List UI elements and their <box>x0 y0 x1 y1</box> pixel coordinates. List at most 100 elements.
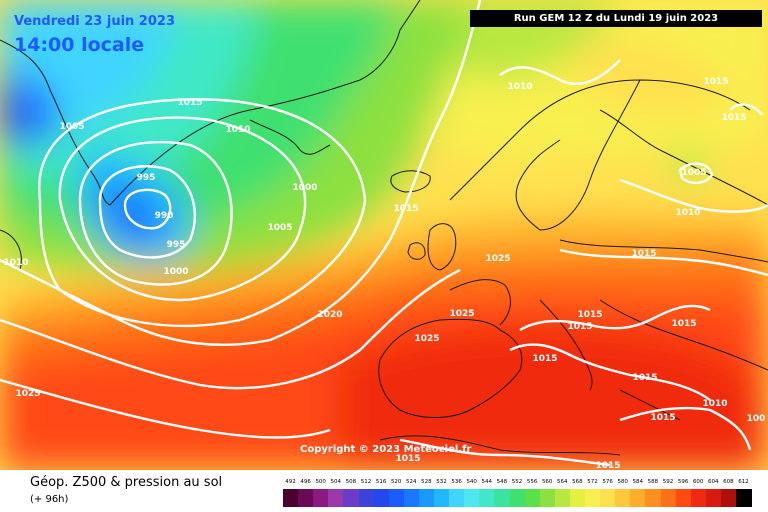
scale-color-swatch <box>373 489 390 507</box>
scale-color-swatch <box>615 489 631 507</box>
scale-color-swatch <box>328 489 344 507</box>
scale-color-swatch <box>313 489 329 507</box>
scale-color-swatch <box>645 489 661 507</box>
scale-value-label: 540 <box>466 479 477 485</box>
isobar-label: 1000 <box>292 183 318 193</box>
isobar-label: 1015 <box>393 204 419 214</box>
isobar-label: 1025 <box>449 309 475 319</box>
scale-value-label: 528 <box>421 479 432 485</box>
scale-color-swatch <box>569 489 586 507</box>
scale-value-label: 560 <box>541 479 553 485</box>
isobar-label: 1025 <box>414 334 440 344</box>
scale-value-label: 504 <box>330 479 342 485</box>
scale-color-swatch <box>600 489 616 507</box>
scale-value-label: 500 <box>315 479 326 485</box>
isobar-label: 1010 <box>225 125 251 135</box>
scale-value-label: 592 <box>662 479 674 485</box>
isobar-label: 1015 <box>532 354 558 364</box>
forecast-map: Vendredi 23 juin 2023 14:00 locale Run G… <box>0 0 768 470</box>
scale-value-label: 520 <box>390 479 402 485</box>
map-canvas <box>0 0 768 470</box>
scale-value-label: 568 <box>572 479 583 485</box>
scale-color-swatch <box>720 489 737 507</box>
isobar-label: 1020 <box>317 310 343 320</box>
isobar-label: 1015 <box>395 454 421 464</box>
scale-value-label: 548 <box>496 479 508 485</box>
scale-value-label: 544 <box>481 479 493 485</box>
scale-value-label: 564 <box>557 479 568 485</box>
scale-color-swatch <box>554 489 571 507</box>
scale-color-swatch <box>585 489 601 507</box>
isobar-label: 1005 <box>681 168 707 178</box>
isobar-label: 1025 <box>485 254 511 264</box>
scale-value-label: 536 <box>451 479 462 485</box>
scale-color-swatch <box>464 489 480 507</box>
scale-value-label: 608 <box>723 479 734 485</box>
scale-color-swatch <box>494 489 510 507</box>
isobar-label: 1010 <box>702 399 728 409</box>
isobar-label: 1010 <box>507 82 533 92</box>
scale-color-swatch <box>298 489 314 507</box>
scale-value-label: 556 <box>526 479 538 485</box>
valid-date: Vendredi 23 juin 2023 <box>14 14 175 29</box>
isobar-label: 1015 <box>567 322 593 332</box>
scale-value-label: 588 <box>647 479 659 485</box>
isobar-label: 1015 <box>177 98 203 108</box>
scale-value-label: 600 <box>692 479 704 485</box>
scale-color-swatch <box>690 489 707 507</box>
isobar-label: 1000 <box>163 267 189 277</box>
isobar-label: 995 <box>136 173 156 183</box>
scale-value-label: 524 <box>406 479 417 485</box>
scale-value-label: 576 <box>602 479 613 485</box>
scale-color-swatch <box>539 489 556 507</box>
isobar-label: 1015 <box>703 77 729 87</box>
map-footer: Géop. Z500 & pression au sol (+ 96h) 492… <box>0 470 768 512</box>
isobar-label: 995 <box>166 240 186 250</box>
scale-color-swatch <box>403 489 420 507</box>
scale-color-swatch <box>418 489 435 507</box>
scale-value-label: 496 <box>300 479 311 485</box>
isobar-label: 1005 <box>267 223 293 233</box>
scale-color-swatch <box>705 489 722 507</box>
isobars <box>0 0 768 467</box>
isobar-label: 1015 <box>595 461 621 470</box>
isobar-label: 100 <box>746 414 766 424</box>
scale-color-swatch <box>358 489 375 507</box>
scale-color-swatch <box>736 489 752 507</box>
isobar-label: 1010 <box>675 208 701 218</box>
scale-value-label: 596 <box>677 479 689 485</box>
scale-color-swatch <box>509 489 526 507</box>
scale-value-label: 584 <box>632 479 644 485</box>
scale-value-label: 580 <box>617 479 628 485</box>
valid-local-time: 14:00 locale <box>14 34 145 56</box>
scale-color-swatch <box>479 489 495 507</box>
isobar-label: 1015 <box>650 413 676 423</box>
parameter-title: Géop. Z500 & pression au sol <box>30 475 223 490</box>
scale-value-label: 508 <box>345 479 357 485</box>
isobar-label: 1015 <box>671 319 697 329</box>
run-banner: Run GEM 12 Z du Lundi 19 juin 2023 <box>470 10 762 27</box>
scale-color-swatch <box>660 489 677 507</box>
scale-value-label: 612 <box>738 479 749 485</box>
scale-color-swatch <box>449 489 465 507</box>
isobar-label: 1015 <box>577 310 603 320</box>
isobar-label: 1010 <box>3 258 29 268</box>
scale-value-label: 512 <box>360 479 372 485</box>
geopotential-field <box>0 0 768 470</box>
scale-color-swatch <box>434 489 450 507</box>
isobar-label: 1025 <box>15 389 41 399</box>
isobar-label: 1015 <box>631 249 657 259</box>
color-scale-legend: 492 496 500 504 508 512 516 520 524 528 532 536 540 5… <box>283 479 752 509</box>
scale-color-swatch <box>283 489 299 507</box>
isobar-label: 1015 <box>632 373 658 383</box>
scale-color-swatch <box>630 489 646 507</box>
scale-value-label: 572 <box>587 479 598 485</box>
isobar-label: 1015 <box>721 113 747 123</box>
copyright-notice: Copyright © 2023 Meteociel.fr <box>300 444 472 455</box>
scale-value-label: 552 <box>511 479 523 485</box>
isobar-label: 1005 <box>59 122 85 132</box>
scale-value-label: 492 <box>285 479 296 485</box>
scale-color-swatch <box>388 489 405 507</box>
isobar-label: 990 <box>154 211 174 221</box>
scale-color-swatch <box>524 489 541 507</box>
